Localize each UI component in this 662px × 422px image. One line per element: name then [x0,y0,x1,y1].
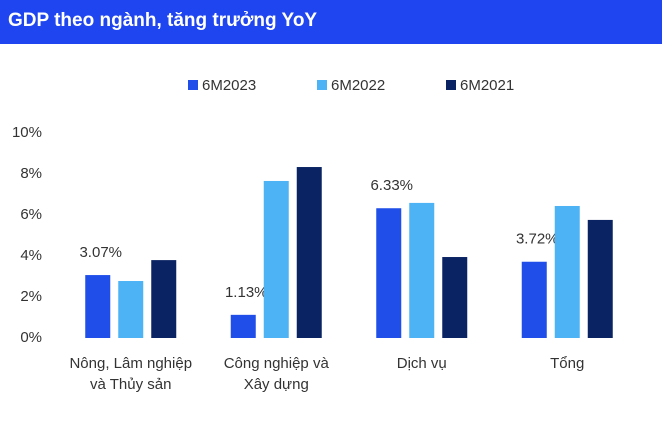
x-tick-label: Nông, Lâm nghiệp và Thủy sản [69,355,193,393]
y-tick-label: 4% [20,247,42,264]
legend-label: 6M2023 [202,77,256,94]
bar [442,257,468,338]
bar [230,314,256,338]
y-tick-label: 8% [20,165,42,182]
y-tick-label: 2% [20,288,42,305]
y-tick-label: 0% [20,329,42,346]
x-tick-label: Dịch vụ [396,355,447,372]
x-tick-label: Công nghiệp và Xây dựng [223,355,329,393]
chart-title: GDP theo ngành, tăng trưởng YoY [8,10,318,31]
data-label: 1.13% [225,284,268,301]
x-tick-label: Tổng [550,355,585,372]
data-label: 6.33% [370,177,413,194]
bar [587,219,613,338]
bar [409,202,435,338]
bar [521,261,547,338]
bar [554,205,580,338]
legend-label: 6M2022 [331,77,385,94]
bar [263,180,289,338]
bar [296,167,322,338]
y-tick-label: 6% [20,206,42,223]
legend-label: 6M2021 [460,77,514,94]
data-label: 3.07% [79,244,122,261]
bar [118,281,144,338]
data-label: 3.72% [516,231,559,248]
bar [151,260,177,338]
legend-swatch [446,80,456,90]
bar [85,275,111,338]
bar [376,208,402,338]
legend-swatch [317,80,327,90]
header-bar: GDP theo ngành, tăng trưởng YoY [0,0,662,44]
legend-swatch [188,80,198,90]
y-tick-label: 10% [12,124,42,141]
